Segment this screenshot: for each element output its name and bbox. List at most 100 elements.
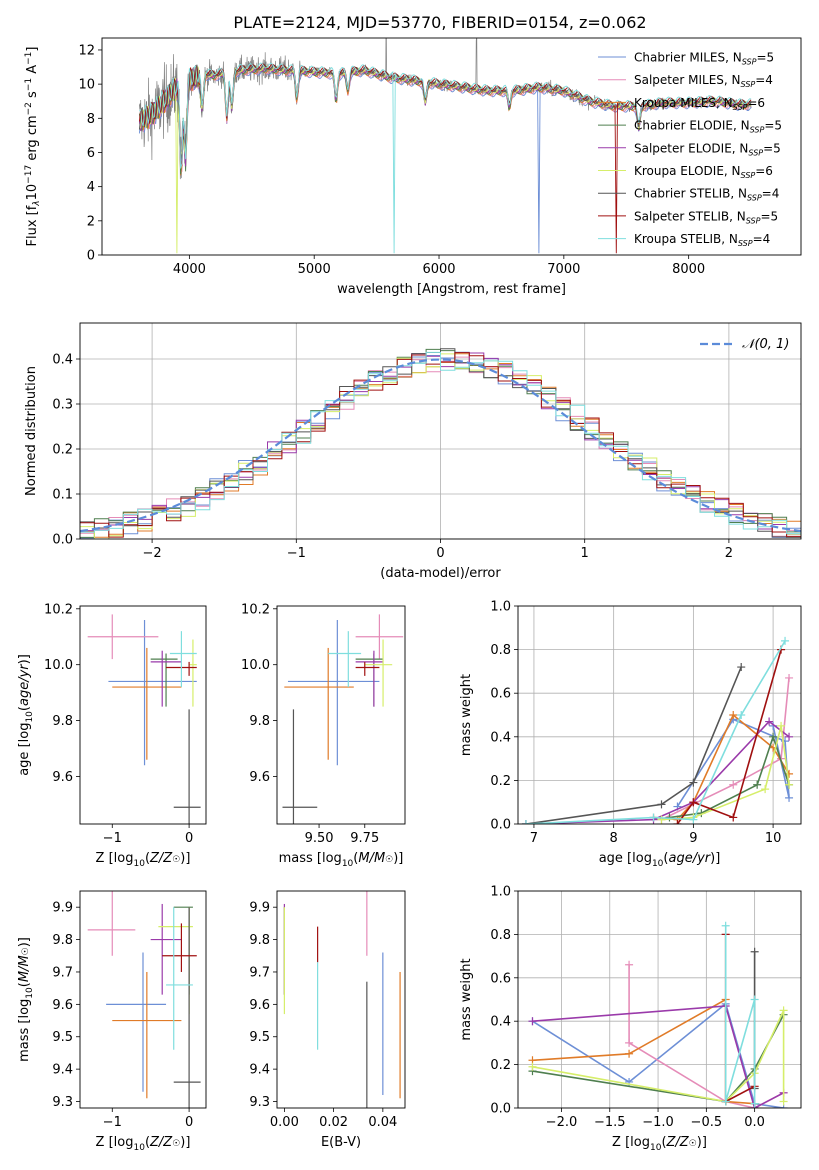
series-marker bbox=[785, 769, 794, 778]
y-tick-label: 10.0 bbox=[241, 658, 270, 673]
x-tick-label: 5000 bbox=[298, 262, 331, 277]
series-marker bbox=[777, 721, 786, 730]
x-tick-label: 0.04 bbox=[368, 1115, 397, 1130]
series-marker bbox=[737, 663, 746, 672]
y-tick-label: 10.0 bbox=[44, 658, 73, 673]
axes-frame bbox=[517, 605, 802, 825]
y-tick-label: 0.6 bbox=[490, 971, 511, 986]
axes-frame bbox=[79, 890, 207, 1109]
axes-frame bbox=[101, 37, 802, 256]
mass-ebv-axes: 0.00 0.02 0.04 9.3 9.4 9.5 9.6 9.7 9.8 9.9 E(B-V) bbox=[249, 890, 406, 1150]
y-tick-label: 6 bbox=[87, 146, 95, 161]
series-marker bbox=[689, 798, 698, 807]
series-marker bbox=[769, 732, 778, 741]
legend-entry: Chabrier MILES, NSSP=5 bbox=[634, 51, 774, 67]
series-marker bbox=[750, 947, 759, 956]
spectrum-plot-area bbox=[138, 38, 752, 254]
series-marker bbox=[689, 815, 698, 824]
y-tick-label: 0.0 bbox=[490, 818, 511, 833]
residuals-axes: −2 −1 0 1 2 0.0 0.1 0.2 0.3 0.4 (data-model)/error… bbox=[24, 322, 802, 581]
age-mass-axes: 9.50 9.75 9.6 9.8 10.0 10.2 mass [log10(M/M☉)] bbox=[241, 602, 406, 869]
y-tick-label: 10.2 bbox=[44, 602, 73, 617]
y-tick-label: 9.8 bbox=[52, 714, 73, 729]
x-tick-label: 0.02 bbox=[319, 1115, 348, 1130]
weight-age-axes: 7 8 9 10 0.0 0.2 0.4 0.6 0.8 1.0 age [log10(age/yr… bbox=[459, 600, 802, 869]
series-marker bbox=[528, 1062, 537, 1071]
series-marker bbox=[785, 780, 794, 789]
x-tick-label: 4000 bbox=[173, 262, 206, 277]
series-marker bbox=[721, 921, 730, 930]
y-tick-label: 9.4 bbox=[249, 1063, 270, 1078]
series-marker bbox=[761, 785, 770, 794]
series-marker bbox=[657, 800, 666, 809]
y-tick-label: 9.8 bbox=[52, 933, 73, 948]
axes-frame bbox=[79, 605, 207, 825]
y-tick-label: 12 bbox=[78, 43, 95, 58]
x-axis-label: Z [log10(Z/Z☉)] bbox=[612, 1135, 707, 1153]
mass-ebv-plot-area bbox=[283, 891, 401, 1108]
x-tick-label: 0 bbox=[185, 1115, 193, 1130]
series-marker bbox=[779, 1097, 788, 1106]
y-axis-label: Normed distribution bbox=[24, 366, 39, 496]
y-tick-label: 10 bbox=[78, 78, 95, 93]
series-marker bbox=[781, 636, 790, 645]
x-tick-label: 0 bbox=[436, 546, 444, 561]
series-marker bbox=[673, 820, 682, 824]
y-tick-label: 0.4 bbox=[490, 730, 511, 745]
y-tick-label: 9.6 bbox=[52, 998, 73, 1013]
y-tick-label: 9.9 bbox=[249, 901, 270, 916]
model-spectrum-kroupa-elodie bbox=[139, 64, 752, 254]
y-tick-label: 9.3 bbox=[52, 1095, 73, 1110]
x-axis-label: Z [log10(Z/Z☉)] bbox=[96, 1135, 191, 1153]
y-tick-label: 0.8 bbox=[490, 643, 511, 658]
x-tick-label: 7000 bbox=[547, 262, 580, 277]
y-tick-label: 9.3 bbox=[249, 1095, 270, 1110]
x-tick-label: −2.0 bbox=[546, 1115, 578, 1130]
x-axis-label: (data-model)/error bbox=[380, 566, 501, 581]
y-tick-label: 9.9 bbox=[52, 901, 73, 916]
x-axis-label: age [log10(age/yr)] bbox=[599, 851, 721, 869]
axes-frame bbox=[517, 890, 802, 1109]
x-axis-label: wavelength [Angstrom, rest frame] bbox=[337, 282, 566, 297]
spectrum-axes: 4000 5000 6000 7000 8000 0 2 4 6 8 10 12 wavelength … bbox=[24, 37, 802, 297]
y-tick-label: 0.2 bbox=[52, 443, 73, 458]
series-marker bbox=[625, 960, 634, 969]
y-tick-label: 0.1 bbox=[52, 488, 73, 503]
model-spectrum-kroupa-miles bbox=[139, 67, 752, 176]
y-tick-label: 1.0 bbox=[490, 885, 511, 900]
y-axis-label: Flux [fλ10−17 erg cm−2 s−1 A−1] bbox=[24, 47, 42, 247]
x-tick-label: 6000 bbox=[422, 262, 455, 277]
y-axis-label: mass [log10(M/M☉)] bbox=[17, 937, 35, 1062]
series-line-chabrier-stelib bbox=[525, 666, 742, 824]
series-marker bbox=[729, 813, 738, 822]
y-tick-label: 0.2 bbox=[490, 1058, 511, 1073]
series-marker bbox=[750, 995, 759, 1004]
x-tick-label: −1 bbox=[103, 831, 122, 846]
model-spectrum-salpeter-elodie bbox=[138, 66, 752, 167]
y-tick-label: 2 bbox=[87, 214, 95, 229]
series-marker bbox=[649, 813, 658, 822]
series-marker bbox=[785, 673, 794, 682]
charts-layer: 4000 5000 6000 7000 8000024681012wavelength … bbox=[17, 37, 802, 1153]
y-tick-label: 9.6 bbox=[249, 998, 270, 1013]
y-tick-label: 9.7 bbox=[52, 965, 73, 980]
mass-z-plot-area bbox=[87, 891, 201, 1108]
x-tick-label: 0.00 bbox=[270, 1115, 299, 1130]
legend-entry: Salpeter ELODIE, NSSP=5 bbox=[634, 141, 781, 157]
y-tick-label: 0.2 bbox=[490, 774, 511, 789]
x-tick-label: 0 bbox=[185, 831, 193, 846]
y-tick-label: 9.5 bbox=[52, 1030, 73, 1045]
series-marker bbox=[625, 1049, 634, 1058]
series-marker bbox=[721, 1097, 730, 1106]
y-tick-label: 8 bbox=[87, 112, 95, 127]
age-z-plot-area bbox=[87, 614, 201, 824]
series-marker bbox=[528, 1017, 537, 1026]
y-tick-label: 9.8 bbox=[249, 933, 270, 948]
series-marker bbox=[779, 1006, 788, 1015]
series-marker bbox=[657, 815, 666, 824]
x-tick-label: 9.75 bbox=[350, 831, 379, 846]
y-axis-label: mass weight bbox=[459, 958, 474, 1040]
axes-frame bbox=[276, 605, 406, 825]
series-marker bbox=[765, 717, 774, 726]
legend-entry: Salpeter MILES, NSSP=4 bbox=[634, 73, 773, 89]
